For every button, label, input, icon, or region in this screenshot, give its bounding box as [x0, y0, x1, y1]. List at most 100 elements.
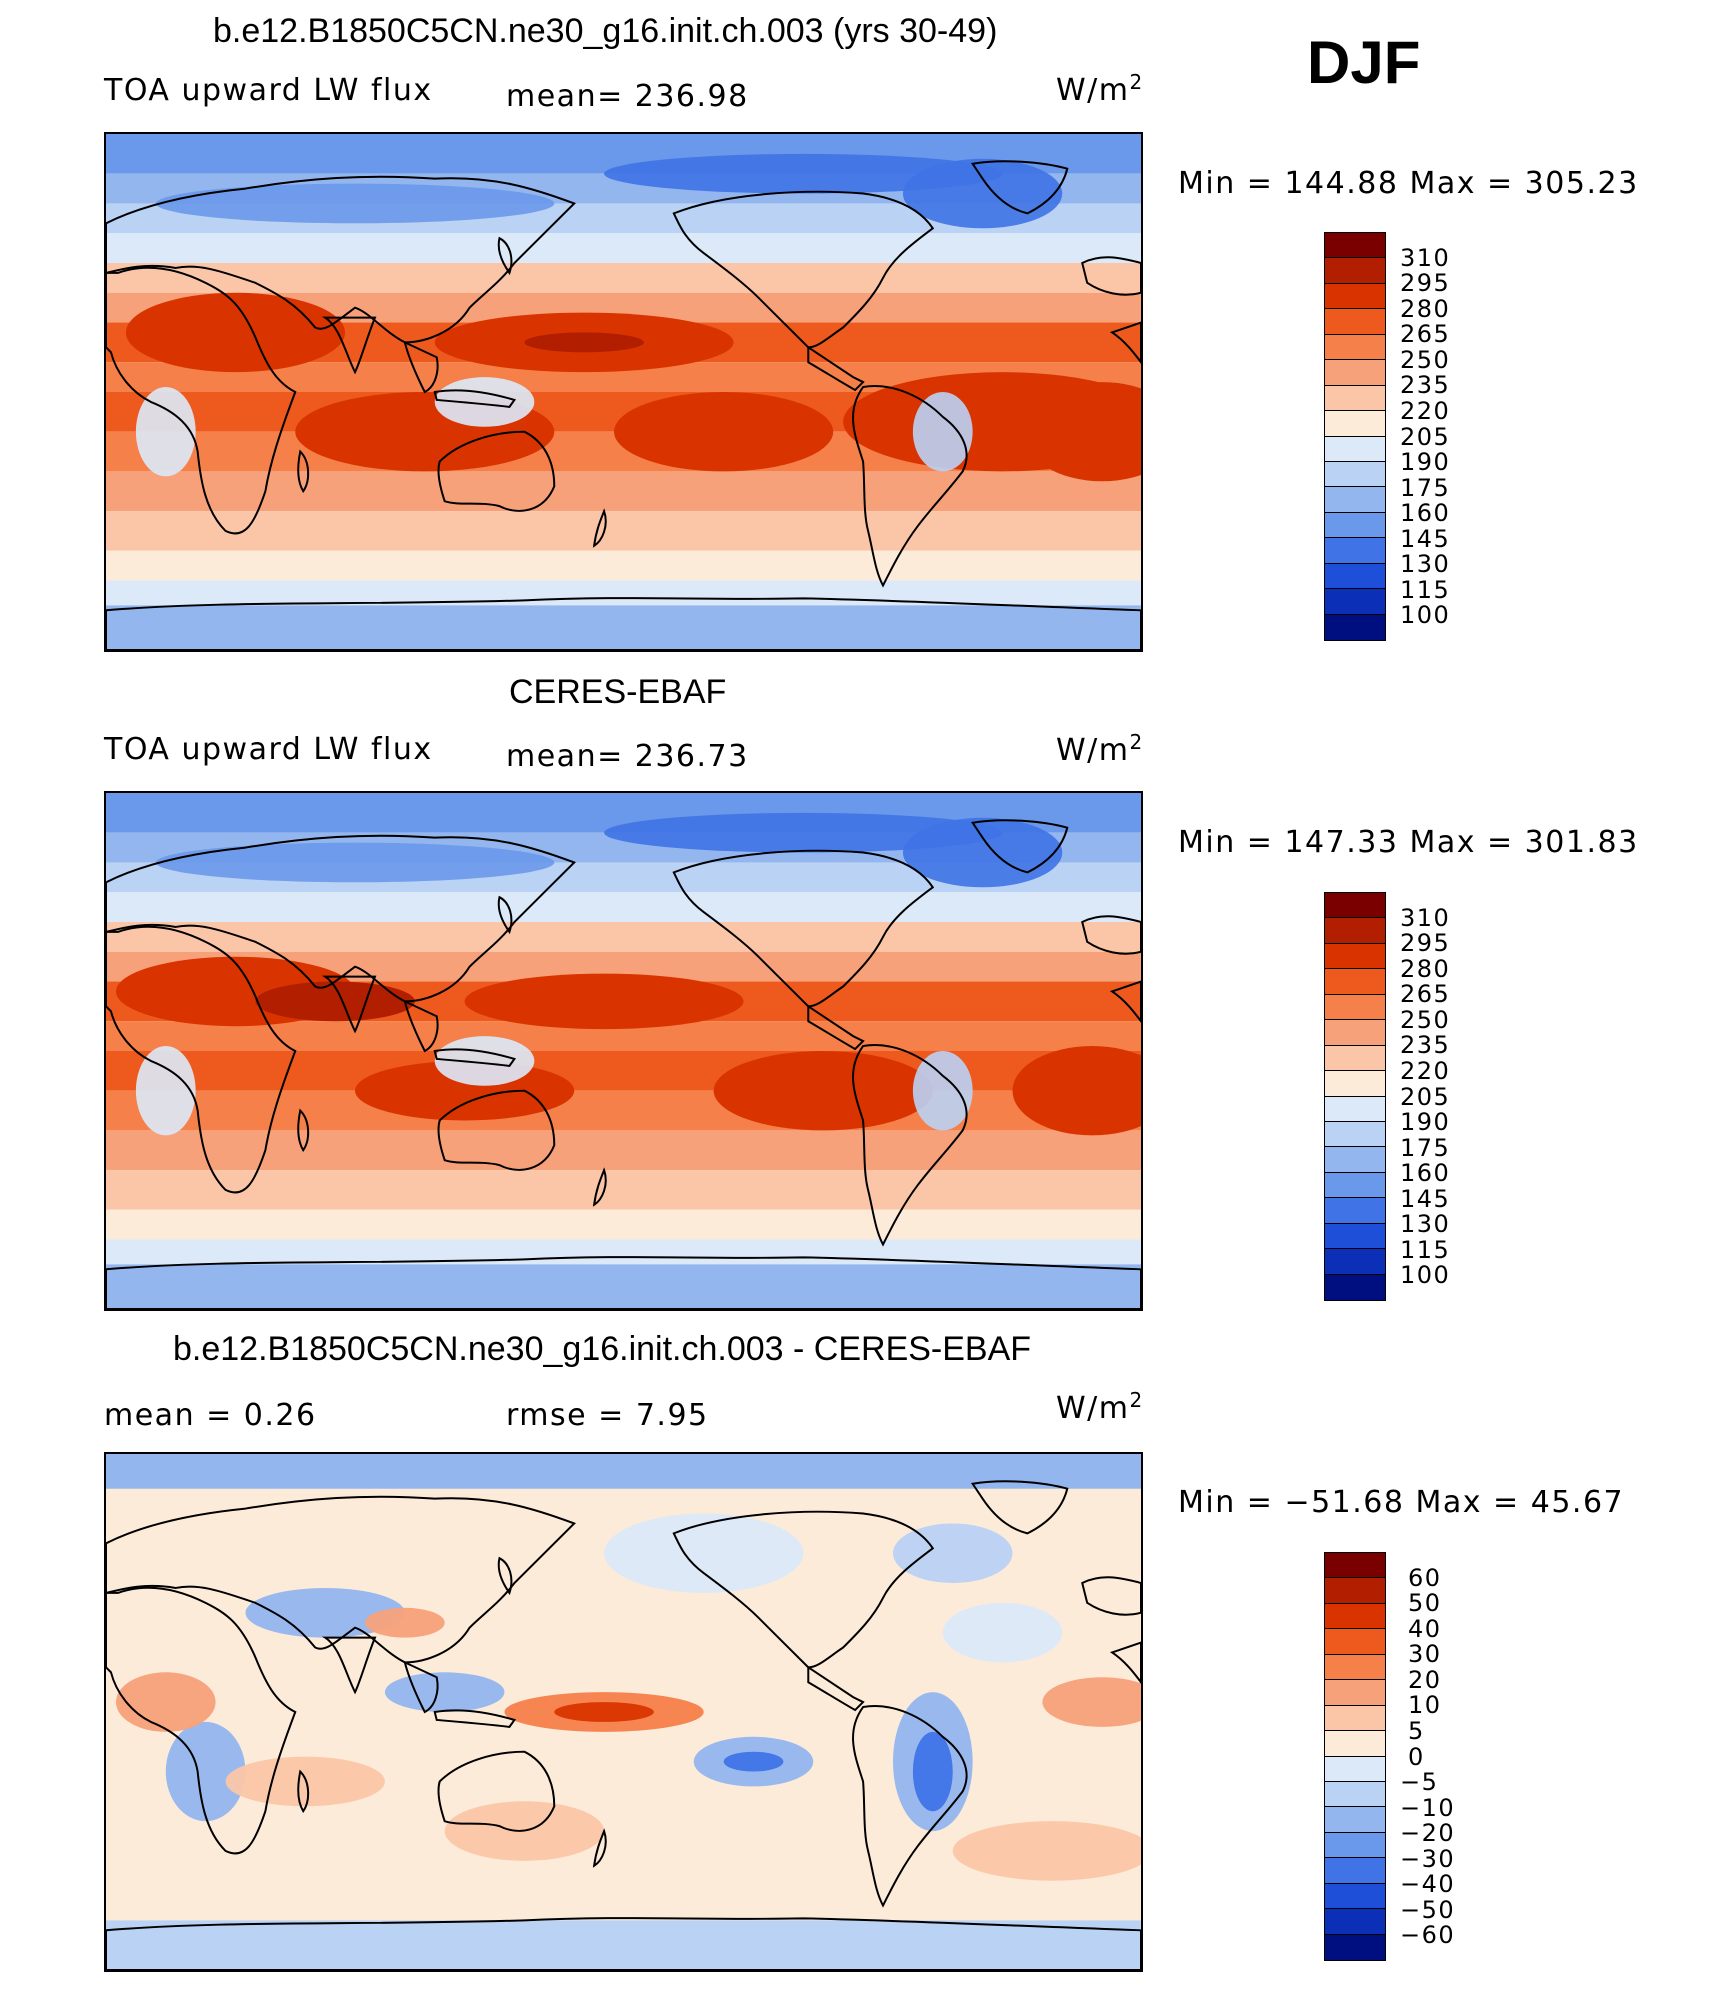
- coastline-eurasia: [106, 834, 576, 1003]
- panel1-colorbar-tick-label: 310: [1400, 243, 1451, 272]
- coastline-indonesia: [433, 389, 517, 408]
- panel3-colorbar-tick-label: 5: [1408, 1716, 1425, 1745]
- panel1-colorbar-tick-label: 265: [1400, 320, 1451, 349]
- panel2-colorbar-tick-label: 160: [1400, 1159, 1451, 1188]
- coastline-greenland: [970, 819, 1069, 874]
- coastline-japan: [497, 895, 513, 935]
- panel3-colorbar-tick-label: 0: [1408, 1742, 1425, 1771]
- coastline-samerica: [852, 1705, 968, 1908]
- panel3-colorbar-labels: 60 50 40 30 20 10 5 0 −5 −10 −20 −30 −40 −50 −60: [1400, 1564, 1460, 1950]
- coastline-antarctica: [106, 1256, 1141, 1309]
- panel1-colorbar-tick-label: 280: [1400, 294, 1451, 323]
- panel1-colorbar-tick-label: 175: [1400, 473, 1451, 502]
- coastline-japan: [497, 1556, 513, 1596]
- panel1-colorbar-segment: [1325, 233, 1385, 259]
- panel3-colorbar-tick-label: −5: [1400, 1768, 1439, 1797]
- panel3-colorbar-segment: [1325, 1832, 1385, 1859]
- panel1-colorbar-tick-label: 130: [1400, 550, 1451, 579]
- panel2-colorbar-segment: [1325, 1249, 1385, 1275]
- panel3-title: b.e12.B1850C5CN.ne30_g16.init.ch.003 - C…: [173, 1330, 1032, 1368]
- panel1-colorbar-segment: [1325, 283, 1385, 310]
- panel3-colorbar-tick-label: −40: [1400, 1870, 1456, 1899]
- panel3-colorbar-segment: [1325, 1858, 1385, 1884]
- coastline-namerica: [672, 190, 935, 349]
- panel2-colorbar-tick-label: 235: [1400, 1031, 1451, 1060]
- panel1-colorbar-tick-label: 220: [1400, 396, 1451, 425]
- panel2-colorbar-segment: [1325, 1020, 1385, 1046]
- panel3-colorbar-segment: [1325, 1781, 1385, 1808]
- coastline-japan: [497, 236, 513, 276]
- panel1-colorbar-labels: 310 295 280 265 250 235 220 205 190 175 160 145 130 1…: [1400, 243, 1460, 630]
- panel1-colorbar-segment: [1325, 411, 1385, 437]
- panel2-colorbar-tick-label: 190: [1400, 1108, 1451, 1137]
- coastline-africa_e: [1109, 980, 1141, 1023]
- panel3-colorbar-segment: [1325, 1603, 1385, 1630]
- panel2-colorbar-tick-label: 175: [1400, 1133, 1451, 1162]
- panel3-colorbar-tick-label: −20: [1400, 1819, 1456, 1848]
- coastline-antarctica: [106, 597, 1141, 650]
- panel3-map: [104, 1452, 1143, 1972]
- coastline-australia: [437, 1089, 556, 1171]
- panel2-map: [104, 791, 1143, 1311]
- panel2-colorbar-segment: [1325, 1121, 1385, 1148]
- coastline-camerica: [807, 345, 865, 392]
- panel1-colorbar-segment: [1325, 360, 1385, 386]
- panel2-colorbar-segment: [1325, 1274, 1385, 1300]
- panel2-colorbar-segment: [1325, 1096, 1385, 1122]
- coastline-africa_e: [1109, 1641, 1141, 1684]
- panel3-colorbar-segment: [1325, 1705, 1385, 1732]
- coastline-indonesia: [433, 1048, 517, 1067]
- coastline-seasia: [403, 1660, 439, 1714]
- coastline-europe_w: [1081, 256, 1141, 296]
- panel3-colorbar-segment: [1325, 1654, 1385, 1681]
- coastline-seasia: [403, 999, 439, 1053]
- panel1-colorbar-segment: [1325, 385, 1385, 412]
- panel3-colorbar-segment: [1325, 1883, 1385, 1910]
- panel1-variable-label: TOA upward LW flux: [104, 73, 433, 108]
- panel3-rmse-label: rmse = 7.95: [506, 1398, 709, 1433]
- panel3-colorbar-tick-label: −60: [1400, 1921, 1456, 1950]
- panel1-colorbar-segment: [1325, 614, 1385, 640]
- panel3-colorbar-segment: [1325, 1934, 1385, 1960]
- panel3-colorbar: [1324, 1552, 1386, 1961]
- panel1-colorbar-tick-label: 115: [1400, 575, 1451, 604]
- panel1-min-max: Min = 144.88 Max = 305.23: [1178, 166, 1639, 201]
- panel1-map: [104, 132, 1143, 652]
- panel3-units: W/m2: [1056, 1388, 1144, 1426]
- panel2-colorbar-tick-label: 220: [1400, 1056, 1451, 1085]
- panel3-colorbar-tick-label: −10: [1400, 1793, 1456, 1822]
- panel2-colorbar-tick-label: 205: [1400, 1082, 1451, 1111]
- panel3-colorbar-tick-label: −30: [1400, 1844, 1456, 1873]
- panel3-colorbar-segment: [1325, 1629, 1385, 1655]
- panel3-colorbar-segment: [1325, 1909, 1385, 1935]
- panel3-field: [106, 1454, 1141, 1970]
- panel1-colorbar-segment: [1325, 436, 1385, 462]
- panel2-mean-label: mean= 236.73: [506, 739, 749, 774]
- panel1-units: W/m2: [1056, 70, 1144, 108]
- coastline-eurasia: [106, 1495, 576, 1664]
- panel2-colorbar-segment: [1325, 918, 1385, 944]
- panel1-colorbar-segment: [1325, 589, 1385, 615]
- panel1-colorbar-tick-label: 295: [1400, 269, 1451, 298]
- panel3-colorbar-segment: [1325, 1578, 1385, 1604]
- panel2-colorbar-segment: [1325, 1223, 1385, 1250]
- coastline-samerica: [852, 385, 968, 588]
- panel1-colorbar-tick-label: 100: [1400, 601, 1451, 630]
- coastline-antarctica: [106, 1917, 1141, 1970]
- panel2-colorbar-segment: [1325, 1172, 1385, 1199]
- panel3-colorbar-tick-label: 20: [1408, 1665, 1442, 1694]
- coastline-samerica: [852, 1044, 968, 1247]
- panel3-colorbar-tick-label: 30: [1408, 1640, 1442, 1669]
- coastline-africa: [106, 1586, 297, 1855]
- panel1-colorbar-tick-label: 190: [1400, 448, 1451, 477]
- panel3-colorbar-tick-label: 10: [1408, 1691, 1442, 1720]
- panel1-colorbar-tick-label: 235: [1400, 371, 1451, 400]
- panel2-colorbar-tick-label: 130: [1400, 1210, 1451, 1239]
- panel2-colorbar-tick-label: 145: [1400, 1184, 1451, 1213]
- panel2-colorbar-tick-label: 310: [1400, 903, 1451, 932]
- panel2-colorbar: [1324, 892, 1386, 1301]
- coastline-namerica: [672, 1510, 935, 1669]
- panel2-colorbar-segment: [1325, 1147, 1385, 1173]
- panel2-colorbar-segment: [1325, 1045, 1385, 1072]
- coastline-india: [321, 316, 377, 375]
